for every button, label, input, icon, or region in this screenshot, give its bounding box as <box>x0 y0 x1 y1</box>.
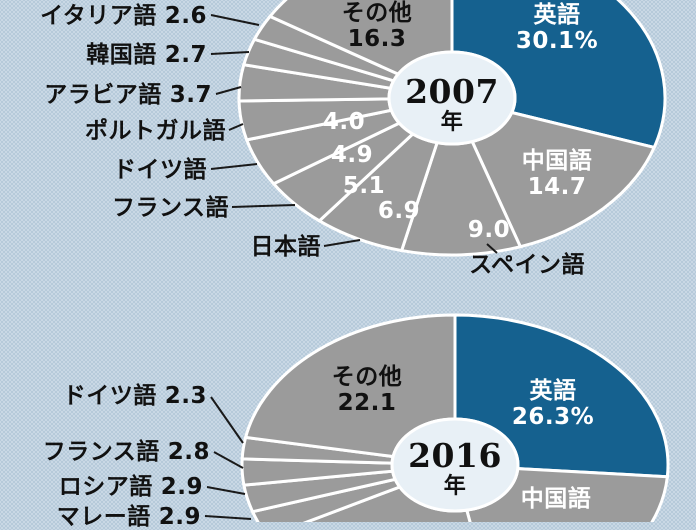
segment-name: 中国語 <box>521 148 593 174</box>
leader-line <box>215 86 242 95</box>
leader-line <box>228 123 244 131</box>
segment-value-german-2007: 4.9 <box>330 142 374 168</box>
callout-japanese-2007: 日本語 <box>251 234 322 260</box>
segment-value-spanish-2007: 9.0 <box>467 217 511 243</box>
center-year-2007: 2007 年 <box>405 74 499 136</box>
callout-german-2016: ドイツ語 2.3 <box>63 383 207 409</box>
segment-label-english-2007: 英語 30.1% <box>516 2 598 54</box>
segment-name: 英語 <box>529 378 577 404</box>
callout-value: 2.3 <box>164 383 207 409</box>
callout-name: フランス語 <box>42 439 160 465</box>
callout-french-2016: フランス語 2.8 <box>43 439 210 465</box>
segment-label-other-2016: その他 22.1 <box>332 364 403 416</box>
leader-line <box>210 51 250 55</box>
segment-value: 22.1 <box>337 390 397 416</box>
callout-name: アラビア語 <box>44 82 162 108</box>
year-suffix: 年 <box>443 474 467 499</box>
donut-hole <box>387 50 517 146</box>
leader-line <box>486 243 498 254</box>
callout-name: マレー語 <box>56 504 151 530</box>
segment-name: その他 <box>341 0 413 26</box>
callout-name: ロシア語 <box>58 474 153 500</box>
segment-value-japanese-2007: 6.9 <box>377 198 421 224</box>
segment-value-french-2007: 5.1 <box>342 173 386 199</box>
leader-line <box>206 486 246 495</box>
leader-line <box>210 396 244 444</box>
callout-name: 日本語 <box>250 234 321 260</box>
callout-value: 2.9 <box>160 474 203 500</box>
callout-spanish-2007: スペイン語 <box>469 252 585 278</box>
segment-name: その他 <box>331 364 403 390</box>
callout-italian-2007: イタリア語 2.6 <box>40 3 207 29</box>
leader-line <box>213 451 244 469</box>
segment-label-chinese-2007: 中国語 14.7 <box>522 148 593 200</box>
leader-line <box>210 163 258 170</box>
segment-value: 26.3% <box>511 404 595 430</box>
segment-value: 16.3 <box>347 26 407 52</box>
callout-name: イタリア語 <box>40 3 157 29</box>
pie-2007 <box>237 0 667 257</box>
callout-value: 2.7 <box>164 42 207 68</box>
callout-malay-2016: マレー語 2.9 <box>57 504 201 530</box>
callout-french-2007: フランス語 <box>112 195 229 221</box>
callout-name: 韓国語 <box>86 42 157 68</box>
segment-name: 中国語 <box>520 486 592 512</box>
callout-name: ドイツ語 <box>113 157 207 183</box>
year-number: 2007 <box>405 72 499 111</box>
callout-portuguese-2007: ポルトガル語 <box>85 118 226 144</box>
callout-name: ポルトガル語 <box>85 118 226 144</box>
year-number: 2016 <box>408 436 502 475</box>
segment-name: 英語 <box>533 2 581 28</box>
leader-line <box>204 515 252 520</box>
leader-line <box>323 239 361 247</box>
segment-value-portuguese-2007: 4.0 <box>322 109 366 135</box>
segment-label-other-2007: その他 16.3 <box>342 0 413 52</box>
leader-lines <box>204 14 498 520</box>
callout-name: スペイン語 <box>469 252 585 278</box>
callout-value: 2.6 <box>164 3 207 29</box>
callout-value: 2.8 <box>167 439 210 465</box>
callout-korean-2007: 韓国語 2.7 <box>86 42 207 68</box>
callout-name: フランス語 <box>111 195 229 221</box>
callout-value: 3.7 <box>169 82 212 108</box>
callout-name: ドイツ語 <box>62 383 157 409</box>
segment-label-english-2016: 英語 26.3% <box>512 378 594 430</box>
donut-hole <box>390 417 520 513</box>
center-year-2016: 2016 年 <box>408 438 502 500</box>
segment-value: 14.7 <box>527 174 587 200</box>
segment-label-chinese-2016: 中国語 <box>521 486 592 512</box>
callout-value: 2.9 <box>158 504 201 530</box>
year-suffix: 年 <box>440 110 464 135</box>
pie-2016 <box>240 313 670 522</box>
leader-line <box>231 204 296 208</box>
segment-value: 30.1% <box>515 28 599 54</box>
leader-line <box>210 14 260 26</box>
callout-russian-2016: ロシア語 2.9 <box>59 474 203 500</box>
callout-german-2007: ドイツ語 <box>113 157 207 183</box>
callout-arabic-2007: アラビア語 3.7 <box>44 82 212 108</box>
